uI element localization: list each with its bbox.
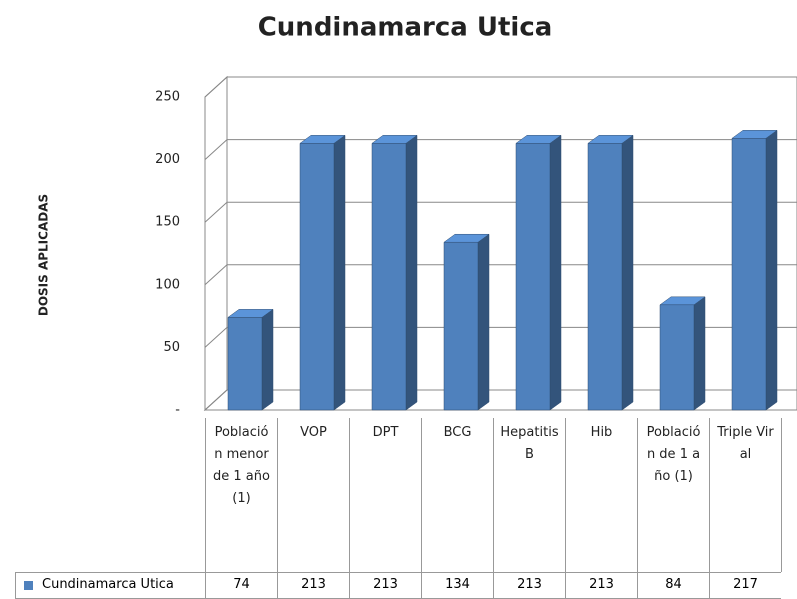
legend-swatch: [24, 581, 33, 590]
data-label: 213: [349, 572, 421, 599]
bar: [299, 134, 346, 411]
x-tick-label: VOP: [277, 418, 349, 572]
x-tick-label: BCG: [421, 418, 493, 572]
y-axis-label: DOSIS APLICADAS: [37, 194, 51, 316]
bar-front: [443, 241, 479, 411]
grid-line: [204, 76, 797, 98]
bar-front: [731, 138, 767, 411]
y-tick-label: 250: [155, 90, 180, 105]
bar: [515, 134, 562, 411]
bar-front: [371, 143, 407, 411]
data-label: 84: [637, 572, 709, 599]
bar-side: [405, 134, 418, 411]
y-tick-label: -: [175, 403, 180, 418]
bar-front: [659, 304, 695, 411]
data-label: 213: [565, 572, 637, 599]
bar-front: [299, 143, 335, 411]
floor: [203, 389, 797, 411]
bar-side: [765, 129, 778, 411]
y-tick-label: 200: [155, 152, 180, 167]
x-tick-label: Triple Viral: [709, 418, 781, 572]
x-tick-label: Población menor de 1 año (1): [205, 418, 277, 572]
bar-side: [333, 134, 346, 411]
bar-side: [477, 233, 490, 411]
data-label: 213: [493, 572, 565, 599]
legend: Cundinamarca Utica: [15, 572, 205, 599]
y-tick-label: 100: [155, 277, 180, 292]
table-edge: [781, 418, 797, 572]
data-label: 134: [421, 572, 493, 599]
bar-side: [549, 134, 562, 411]
data-label: 213: [277, 572, 349, 599]
data-label: 74: [205, 572, 277, 599]
bar: [371, 134, 418, 411]
bar-side: [693, 296, 706, 411]
bar-side: [261, 308, 274, 411]
bar-side: [621, 134, 634, 411]
x-tick-label: DPT: [349, 418, 421, 572]
bar: [731, 129, 778, 411]
chart-title: Cundinamarca Utica: [258, 13, 553, 43]
bar-front: [515, 143, 551, 411]
bar: [227, 308, 274, 411]
x-tick-label: Hepatitis B: [493, 418, 565, 572]
bar: [443, 233, 490, 411]
bar: [659, 296, 706, 411]
y-tick-label: 50: [163, 340, 180, 355]
data-label: 217: [709, 572, 781, 599]
bar-front: [227, 317, 263, 411]
legend-label: Cundinamarca Utica: [42, 577, 174, 592]
y-tick-label: 150: [155, 215, 180, 230]
side-wall: [204, 75, 228, 412]
bar-front: [587, 143, 623, 411]
x-tick-label: Población de 1 año (1): [637, 418, 709, 572]
bar: [587, 134, 634, 411]
x-tick-label: Hib: [565, 418, 637, 572]
